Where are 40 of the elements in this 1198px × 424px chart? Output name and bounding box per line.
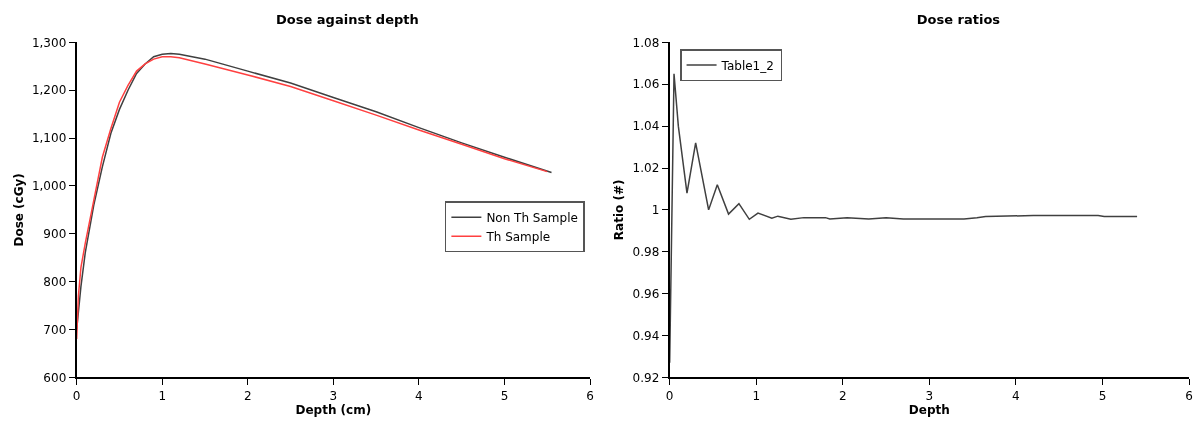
y-tick-label: 1 [651, 203, 660, 218]
x-tick-label: 4 [1012, 388, 1020, 403]
y-tick-label: 0.94 [632, 328, 660, 343]
y-tick-label: 800 [43, 274, 67, 289]
x-tick-label: 0 [665, 388, 674, 403]
y-tick-label: 0.98 [632, 244, 660, 259]
y-tick-label: 1,300 [31, 35, 67, 50]
x-tick-label: 0 [72, 388, 81, 403]
legend-label: Th Sample [485, 229, 551, 244]
y-tick-label: 1,100 [31, 131, 67, 146]
chart-title: Dose ratios [916, 11, 1001, 27]
x-tick-label: 4 [415, 388, 423, 403]
y-tick-label: 1,200 [31, 83, 67, 98]
y-tick-label: 1.08 [632, 35, 660, 50]
x-tick-label: 5 [500, 388, 509, 403]
y-tick-label: 900 [43, 227, 67, 242]
x-tick-label: 5 [1098, 388, 1107, 403]
chart-title: Dose against depth [276, 11, 419, 27]
x-axis-title: Depth [908, 403, 950, 418]
x-tick-label: 1 [752, 388, 761, 403]
x-tick-label: 3 [925, 388, 934, 403]
x-tick-label: 2 [838, 388, 847, 403]
y-tick-label: 1.04 [632, 119, 660, 134]
y-tick-label: 0.96 [632, 286, 660, 301]
x-tick-label: 2 [243, 388, 252, 403]
x-tick-label: 3 [329, 388, 338, 403]
y-axis-title: Ratio (#) [612, 179, 627, 241]
y-tick-label: 600 [43, 370, 67, 385]
y-tick-label: 1,000 [31, 179, 67, 194]
y-tick-label: 1.06 [632, 77, 660, 92]
x-tick-label: 6 [586, 388, 594, 403]
y-axis-title: Dose (cGy) [11, 173, 26, 247]
x-tick-label: 6 [1185, 388, 1193, 403]
legend-label: Table1_2 [720, 58, 774, 73]
x-tick-label: 1 [158, 388, 167, 403]
y-tick-label: 1.02 [632, 161, 660, 176]
x-axis-title: Depth (cm) [295, 403, 372, 418]
y-tick-label: 700 [43, 322, 67, 337]
y-tick-label: 0.92 [632, 370, 660, 385]
legend-label: Non Th Sample [486, 210, 578, 225]
